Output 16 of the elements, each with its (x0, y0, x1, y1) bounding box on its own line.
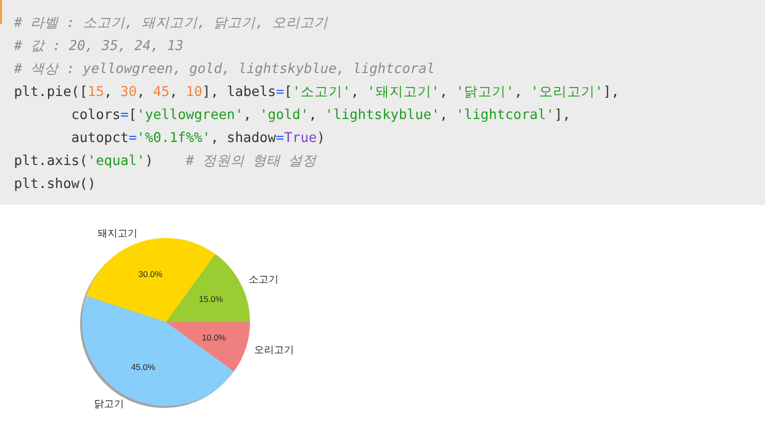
slice-label: 돼지고기 (97, 228, 138, 240)
data-label: 45.0% (131, 362, 156, 372)
slice-label: 닭고기 (94, 398, 124, 410)
data-label: 10.0% (202, 332, 226, 343)
text: colors=['yellowgreen', 'gold', 'lightskyblue', 'lightcoral'], (71, 107, 571, 123)
slice-label: 소고기 (248, 274, 278, 286)
text: # 라벨 : 소고기, 돼지고기, 닭고기, 오리고기 (13, 15, 330, 31)
text: plt.pie([15, 30, 45, 10], labels=['소고기', '돼지고기', '닭고기', '오리고기'], (14, 84, 620, 100)
text: plt.show() (14, 176, 96, 192)
data-label: 15.0% (198, 294, 224, 304)
text: # 값 : 20, 35, 24, 13 (13, 38, 184, 54)
slice-label: 오리고기 (254, 345, 294, 356)
text: # 색상 : yellowgreen, gold, lightskyblue, lightcoral (13, 61, 435, 77)
data-label: 30.0% (138, 269, 163, 280)
text: plt.axis('equal') # 정원의 형태 설정 (14, 153, 317, 169)
text: autopct='%0.1f%%', shadow=True) (14, 130, 326, 146)
